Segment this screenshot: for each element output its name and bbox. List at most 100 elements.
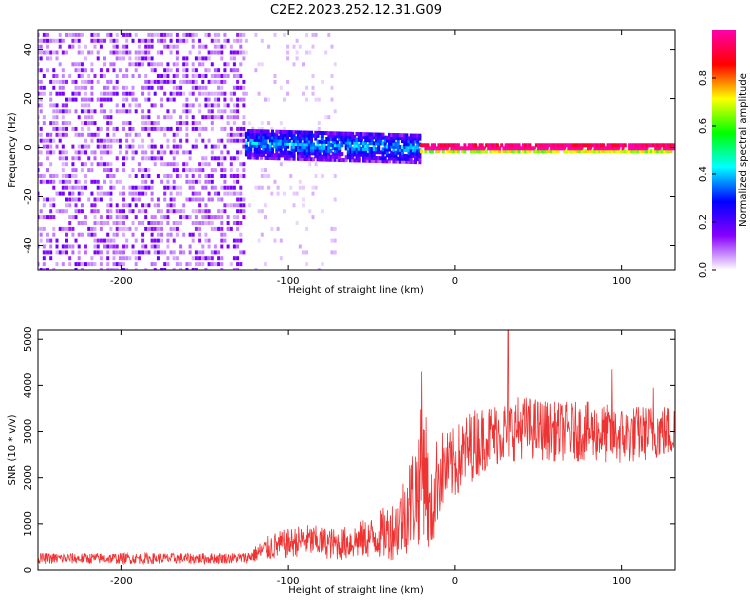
heatmap-cell	[131, 197, 135, 202]
heatmap-cell	[160, 179, 164, 184]
heatmap-cell	[172, 179, 176, 184]
heatmap-cell	[297, 148, 300, 152]
heatmap-cell	[191, 191, 195, 196]
heatmap-cell	[251, 126, 255, 131]
heatmap-cell	[311, 85, 315, 90]
heatmap-cell	[58, 79, 62, 84]
heatmap-cell	[188, 244, 192, 249]
heatmap-cell	[226, 38, 230, 43]
heatmap-cell	[169, 250, 173, 255]
heatmap-cell	[61, 132, 65, 137]
heatmap-cell	[185, 109, 189, 114]
heatmap-cell	[418, 148, 422, 153]
heatmap-cell	[46, 144, 49, 149]
heatmap-cell	[77, 91, 81, 96]
heatmap-cell	[375, 150, 378, 155]
heatmap-cell	[521, 143, 525, 148]
heatmap-cell	[96, 138, 100, 143]
heatmap-cell	[407, 136, 411, 141]
heatmap-cell	[191, 144, 195, 149]
heatmap-cell	[268, 144, 272, 149]
heatmap-cell	[150, 150, 154, 155]
heatmap-cell	[268, 132, 272, 137]
heatmap-cell	[316, 130, 320, 135]
heatmap-cell	[77, 221, 81, 225]
heatmap-cell	[201, 215, 205, 220]
heatmap-cell	[99, 185, 103, 190]
heatmap-cell	[409, 139, 413, 144]
heatmap-cell	[372, 132, 376, 137]
heatmap-cell	[273, 138, 277, 143]
heatmap-cell	[160, 150, 164, 155]
heatmap-cell	[125, 215, 129, 220]
heatmap-cell	[58, 150, 62, 155]
heatmap-cell	[286, 138, 290, 143]
heatmap-cell	[239, 44, 243, 49]
heatmap-cell	[99, 68, 103, 73]
heatmap-cell	[279, 150, 283, 155]
heatmap-cell	[253, 149, 257, 154]
heatmap-cell	[297, 133, 300, 138]
heatmap-cell	[301, 156, 305, 161]
heatmap-cell	[103, 168, 106, 173]
heatmap-cell	[271, 156, 274, 161]
heatmap-cell	[46, 250, 49, 255]
heatmap-cell	[141, 109, 145, 114]
heatmap-cell	[580, 149, 584, 154]
heatmap-cell	[346, 152, 350, 157]
heatmap-cell	[153, 244, 157, 249]
heatmap-cell	[301, 151, 305, 155]
colorbar-tick-label: 0.4	[698, 166, 709, 182]
heatmap-cell	[90, 62, 94, 67]
heatmap-cell	[418, 133, 422, 138]
heatmap-cell	[220, 168, 224, 173]
heatmap-cell	[175, 162, 179, 167]
heatmap-cell	[188, 150, 192, 155]
heatmap-cell	[223, 238, 227, 243]
heatmap-cell	[49, 209, 53, 214]
heatmap-cell	[84, 115, 87, 120]
heatmap-cell	[80, 209, 84, 214]
heatmap-cell	[65, 238, 68, 243]
heatmap-cell	[175, 256, 179, 261]
heatmap-cell	[169, 162, 173, 167]
heatmap-cell	[504, 146, 508, 151]
heatmap-cell	[236, 197, 240, 202]
heatmap-cell	[303, 157, 307, 161]
heatmap-cell	[141, 126, 145, 131]
heatmap-cell	[262, 144, 266, 149]
heatmap-cell	[264, 155, 268, 160]
heatmap-cell	[42, 38, 46, 43]
heatmap-cell	[172, 74, 176, 78]
heatmap-cell	[349, 158, 352, 163]
heatmap-cell	[204, 256, 208, 261]
heatmap-cell	[99, 215, 103, 220]
heatmap-cell	[403, 148, 407, 152]
heatmap-cell	[194, 221, 198, 225]
heatmap-cell	[571, 143, 575, 148]
heatmap-cell	[207, 256, 211, 261]
heatmap-cell	[90, 256, 94, 261]
heatmap-cell	[595, 149, 599, 154]
heatmap-cell	[49, 121, 53, 126]
heatmap-cell	[46, 156, 49, 161]
heatmap-cell	[109, 50, 113, 55]
heatmap-cell	[96, 38, 100, 43]
heatmap-cell	[68, 226, 72, 231]
heatmap-cell	[131, 191, 135, 196]
heatmap-cell	[175, 91, 179, 96]
heatmap-cell	[236, 221, 240, 225]
heatmap-cell	[524, 143, 528, 148]
heatmap-cell	[122, 250, 125, 255]
heatmap-cell	[61, 156, 65, 161]
heatmap-cell	[122, 50, 125, 55]
heatmap-cell	[632, 146, 636, 151]
heatmap-cell	[344, 143, 348, 148]
heatmap-cell	[630, 149, 634, 154]
heatmap-cell	[77, 85, 81, 90]
heatmap-cell	[311, 74, 315, 78]
heatmap-cell	[271, 153, 274, 158]
heatmap-cell	[513, 149, 517, 154]
heatmap-cell	[362, 135, 365, 140]
